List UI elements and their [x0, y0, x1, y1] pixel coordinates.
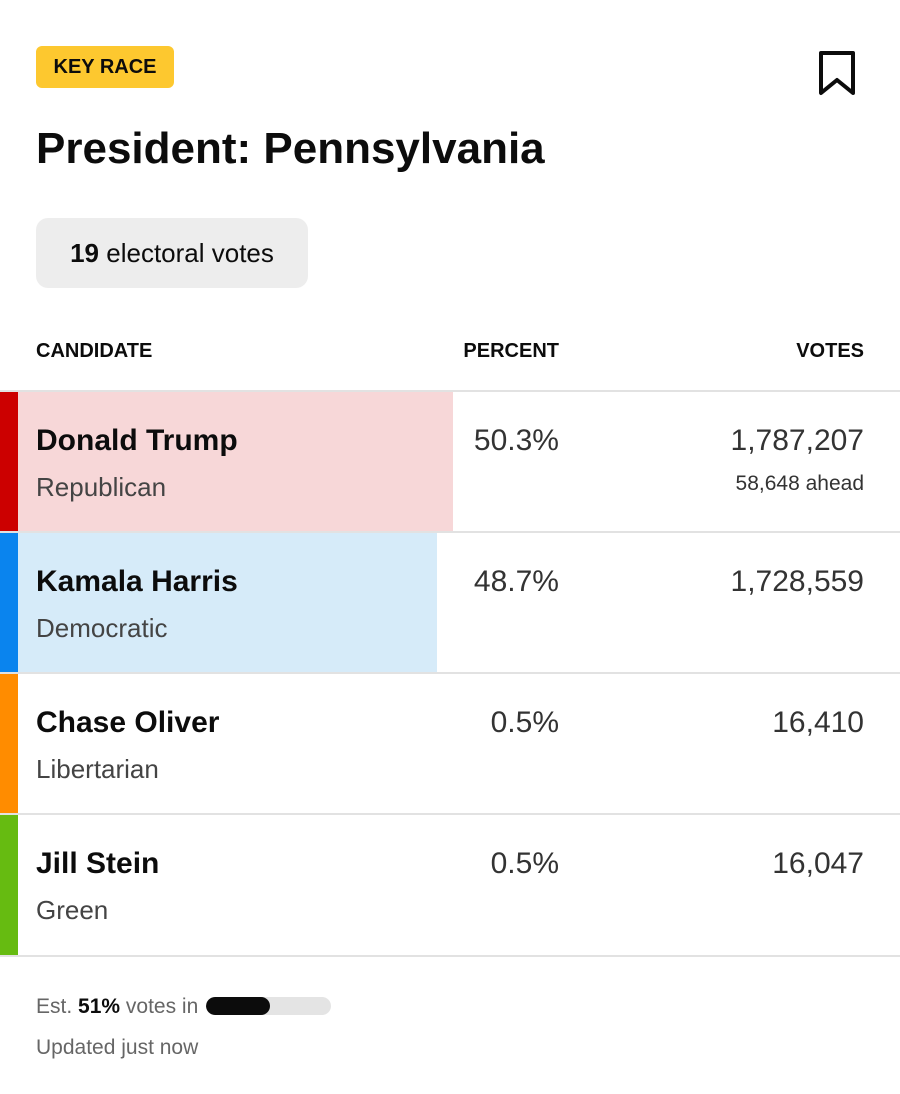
electoral-chip: 19 electoral votes — [36, 218, 308, 288]
reporting-status: Est. 51% votes in — [36, 995, 332, 1019]
candidate-percent: 50.3% — [473, 424, 559, 457]
candidate-party: Libertarian — [36, 754, 159, 784]
party-color-bar — [0, 815, 18, 955]
est-label: Est. — [36, 995, 73, 1018]
candidate-name: Donald Trump — [36, 424, 238, 457]
candidate-votes: 1,728,559 — [730, 565, 864, 598]
race-title: President: Pennsylvania — [36, 124, 545, 173]
candidate-votes: 1,787,207 — [730, 424, 864, 457]
party-color-bar — [0, 533, 18, 673]
candidate-party: Democratic — [36, 613, 168, 643]
candidate-name: Jill Stein — [36, 847, 160, 880]
divider — [0, 955, 900, 957]
electoral-count: 19 — [70, 238, 100, 268]
candidate-name: Chase Oliver — [36, 706, 220, 739]
lead-note: 58,648 ahead — [735, 472, 864, 495]
progress-fill — [206, 997, 271, 1015]
candidate-percent: 0.5% — [490, 847, 559, 880]
candidate-row: Kamala Harris Democratic 48.7% 1,728,559 — [0, 531, 900, 673]
share-shade — [18, 533, 437, 673]
candidate-row: Chase Oliver Libertarian 0.5% 16,410 — [0, 672, 900, 814]
bookmark-icon[interactable] — [818, 50, 858, 98]
candidate-party: Republican — [36, 472, 167, 502]
progress-bar — [206, 997, 332, 1015]
candidate-percent: 0.5% — [490, 706, 559, 739]
electoral-label: electoral votes — [106, 238, 274, 268]
key-race-badge: KEY RACE — [36, 46, 174, 88]
candidate-row: Jill Stein Green 0.5% 16,047 — [0, 813, 900, 955]
candidate-name: Kamala Harris — [36, 565, 238, 598]
candidate-party: Green — [36, 895, 109, 925]
party-color-bar — [0, 392, 18, 532]
candidate-percent: 48.7% — [473, 565, 559, 598]
party-color-bar — [0, 674, 18, 814]
updated-label: Updated just now — [36, 1036, 199, 1059]
share-shade — [18, 392, 453, 532]
column-header: VOTES — [796, 340, 864, 362]
column-header: CANDIDATE — [36, 340, 153, 362]
votes-in-label: votes in — [125, 995, 199, 1018]
column-header: PERCENT — [463, 340, 559, 362]
reporting-share: 51% — [78, 995, 121, 1018]
candidate-votes: 16,410 — [772, 706, 864, 739]
candidate-row: Donald Trump Republican 50.3% 1,787,207 58,6… — [0, 390, 900, 532]
candidate-votes: 16,047 — [772, 847, 864, 880]
